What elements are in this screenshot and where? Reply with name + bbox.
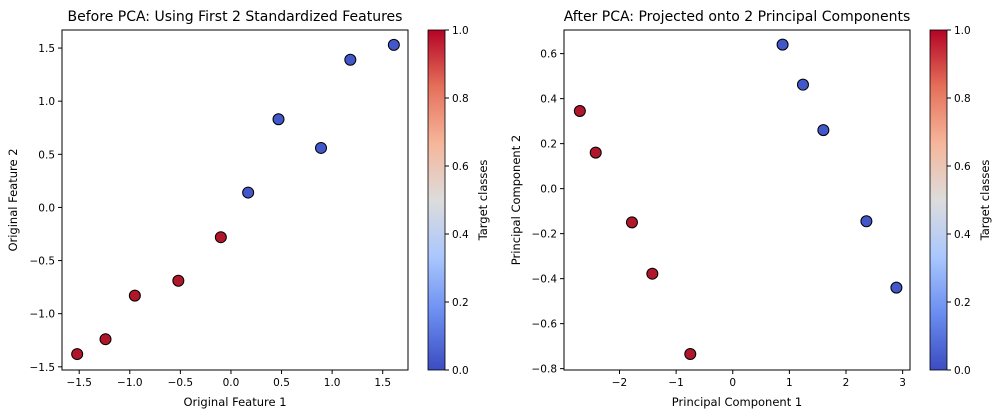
colorbar: 0.0 0.2 0.4 0.6 0.8 1.0 Target classes — [929, 25, 992, 377]
scatter-point — [344, 53, 357, 66]
colorbar-tick-label: 0.0 — [954, 365, 971, 377]
scatter-point — [646, 267, 659, 280]
colorbar-gradient — [428, 30, 445, 370]
y-tick-label: 0.0 — [540, 184, 557, 196]
scatter-point — [242, 186, 255, 199]
y-tick-label: −1.0 — [30, 309, 56, 321]
x-tick-label: 0.0 — [223, 377, 240, 389]
y-tick-label: −1.5 — [30, 362, 56, 374]
y-axis-label: Principal Component 2 — [509, 135, 523, 265]
colorbar-tick-label: 0.2 — [954, 297, 971, 309]
x-tick-label: 2 — [843, 377, 850, 389]
colorbar-tick-label: 0.4 — [452, 229, 469, 241]
x-tick-label: −1.5 — [66, 377, 92, 389]
colorbar-tick-label: 0.8 — [452, 93, 469, 105]
y-tick-label: 0.4 — [540, 94, 557, 106]
scatter-point — [172, 274, 185, 287]
scatter-point — [860, 215, 873, 228]
scatter-point — [589, 146, 602, 159]
y-tick-label: −0.5 — [30, 256, 56, 268]
y-tick-label: 1.0 — [38, 96, 55, 108]
scatter-point — [272, 113, 285, 126]
scatter-point — [684, 348, 697, 361]
colorbar-tick-label: 0.6 — [954, 161, 971, 173]
y-tick-label: −0.6 — [532, 319, 558, 331]
y-tick-label: 0.6 — [540, 49, 557, 61]
colorbar-ticks: 0.0 0.2 0.4 0.6 0.8 1.0 — [445, 25, 469, 377]
x-ticks: −2 −1 0 1 2 3 — [612, 370, 906, 389]
scatter-point — [890, 281, 903, 294]
scatter-point — [314, 141, 327, 154]
scatter-point — [625, 216, 638, 229]
x-tick-label: 1.5 — [374, 377, 391, 389]
colorbar-tick-label: 0.8 — [954, 93, 971, 105]
x-tick-label: −2 — [612, 377, 627, 389]
scatter-point — [99, 333, 112, 346]
x-tick-label: 1 — [786, 377, 793, 389]
colorbar-tick-label: 1.0 — [954, 25, 971, 37]
chart-title: After PCA: Projected onto 2 Principal Co… — [564, 9, 911, 25]
chart-after-pca: After PCA: Projected onto 2 Principal Co… — [509, 9, 992, 409]
y-axis-label: Original Feature 2 — [6, 148, 20, 251]
y-tick-label: −0.2 — [532, 229, 558, 241]
colorbar-frame — [427, 29, 446, 371]
scatter-point — [817, 124, 830, 137]
y-ticks: −1.5 −1.0 −0.5 0.0 0.5 1.0 1.5 — [30, 43, 62, 374]
x-tick-label: −1 — [668, 377, 683, 389]
y-tick-label: 0.5 — [38, 149, 55, 161]
scatter-points — [573, 38, 903, 361]
colorbar-tick-label: 0.6 — [452, 161, 469, 173]
x-axis-label: Original Feature 1 — [183, 395, 286, 409]
y-tick-label: 0.2 — [540, 139, 557, 151]
scatter-point — [387, 38, 400, 51]
scatter-points — [71, 38, 400, 361]
colorbar-frame — [929, 29, 948, 371]
x-tick-label: 3 — [899, 377, 906, 389]
colorbar-tick-label: 0.0 — [452, 365, 469, 377]
chart-before-pca: Before PCA: Using First 2 Standardized F… — [6, 9, 490, 409]
y-ticks: −0.8 −0.6 −0.4 −0.2 0.0 0.2 0.4 0.6 — [532, 49, 564, 376]
scatter-point — [776, 38, 789, 51]
colorbar-ticks: 0.0 0.2 0.4 0.6 0.8 1.0 — [947, 25, 971, 377]
scatter-point — [71, 348, 84, 361]
scatter-point — [573, 105, 586, 118]
colorbar-tick-label: 1.0 — [452, 25, 469, 37]
chart-title: Before PCA: Using First 2 Standardized F… — [68, 9, 403, 25]
colorbar-label: Target classes — [476, 160, 490, 242]
x-axis-label: Principal Component 1 — [672, 395, 802, 409]
colorbar-label: Target classes — [978, 160, 992, 242]
x-tick-label: 0 — [729, 377, 736, 389]
x-ticks: −1.5 −1.0 −0.5 0.0 0.5 1.0 1.5 — [66, 370, 391, 389]
colorbar: 0.0 0.2 0.4 0.6 0.8 1.0 Target classes — [427, 25, 490, 377]
colorbar-tick-label: 0.4 — [954, 229, 971, 241]
colorbar-tick-label: 0.2 — [452, 297, 469, 309]
plot-area — [61, 29, 409, 371]
y-tick-label: 1.5 — [38, 43, 55, 55]
colorbar-gradient — [930, 30, 947, 370]
y-tick-label: −0.4 — [532, 274, 558, 286]
x-tick-label: −1.0 — [117, 377, 143, 389]
x-tick-label: −0.5 — [168, 377, 194, 389]
x-tick-label: 0.5 — [273, 377, 290, 389]
y-tick-label: −0.8 — [532, 364, 558, 376]
y-tick-label: 0.0 — [38, 202, 55, 214]
x-tick-label: 1.0 — [324, 377, 341, 389]
scatter-point — [214, 231, 227, 244]
plot-area — [563, 29, 911, 371]
scatter-point — [128, 289, 141, 302]
scatter-point — [796, 78, 809, 91]
